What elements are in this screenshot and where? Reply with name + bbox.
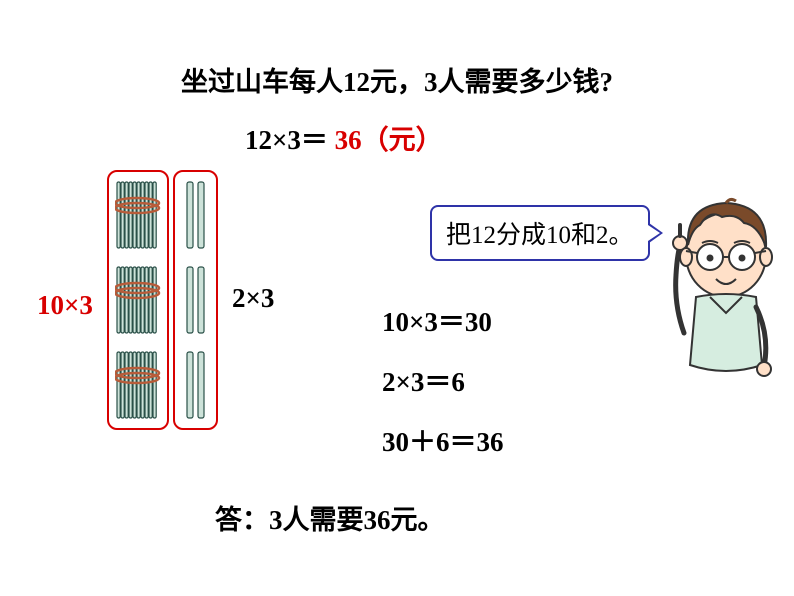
bundle-3	[115, 350, 161, 420]
sticks-diagram	[107, 170, 220, 430]
question-text: 坐过山车每人12元，3人需要多少钱?	[0, 60, 794, 99]
step-2: 2×3＝6	[382, 360, 465, 399]
main-equation-answer: 36（元）	[335, 125, 443, 155]
step-3: 30＋6＝36	[382, 420, 504, 459]
main-equation: 12×3＝ 36（元）	[245, 118, 443, 157]
boy-character-icon	[666, 195, 776, 385]
loose-pair-2	[183, 265, 209, 335]
main-equation-left: 12×3＝	[245, 125, 335, 155]
bundle-2	[115, 265, 161, 335]
bubble-text: 把12分成10和2。	[446, 222, 634, 249]
step-1: 10×3＝30	[382, 300, 492, 339]
final-answer: 答：3人需要36元。	[215, 498, 445, 537]
loose-pair-3	[183, 350, 209, 420]
bundle-1	[115, 180, 161, 250]
label-2x3: 2×3	[232, 283, 274, 314]
label-10x3: 10×3	[37, 290, 93, 321]
speech-bubble: 把12分成10和2。	[430, 205, 650, 261]
loose-pair-1	[183, 180, 209, 250]
